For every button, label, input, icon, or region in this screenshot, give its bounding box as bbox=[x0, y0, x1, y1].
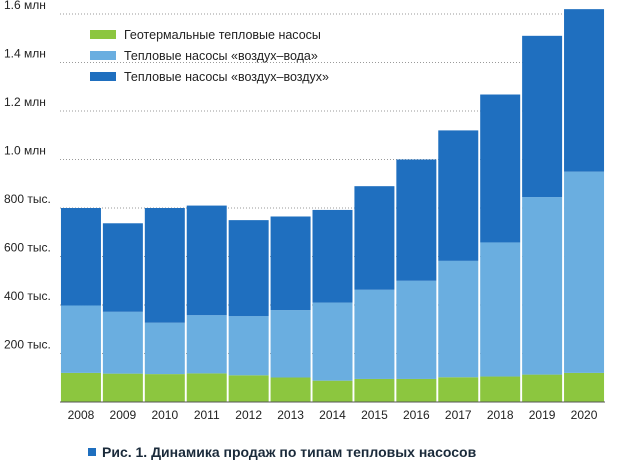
x-tick-label: 2010 bbox=[151, 408, 178, 422]
legend: Геотермальные тепловые насосы Тепловые н… bbox=[90, 24, 329, 87]
x-tick-label: 2013 bbox=[277, 408, 304, 422]
y-axis-labels: 200 тыс. 400 тыс. 600 тыс. 800 тыс. 1.0 млн 1… bbox=[4, 0, 51, 352]
bar-segment-2014-series-1 bbox=[312, 302, 353, 381]
bar-segment-2019-series-2 bbox=[522, 35, 563, 198]
bar-segment-2008-series-0 bbox=[60, 372, 101, 402]
bar-segment-2008-series-2 bbox=[60, 208, 101, 306]
y-tick-label: 400 тыс. bbox=[4, 289, 51, 303]
bar-segment-2015-series-2 bbox=[354, 186, 395, 290]
bar-segment-2020-series-2 bbox=[564, 9, 605, 172]
y-tick-label: 1.4 млн bbox=[4, 47, 46, 61]
bar-segment-2013-series-1 bbox=[270, 310, 311, 378]
legend-swatch-air-water bbox=[90, 51, 116, 60]
bar-segment-2011-series-2 bbox=[186, 205, 227, 316]
y-tick-label: 1.0 млн bbox=[4, 144, 46, 158]
x-tick-label: 2011 bbox=[194, 408, 220, 422]
bar-segment-2014-series-2 bbox=[312, 209, 353, 303]
x-axis-labels: 2008 2009 2010 2011 2012 2013 2014 2015 2016 2017… bbox=[68, 408, 598, 422]
bar-segment-2010-series-2 bbox=[144, 208, 185, 323]
legend-item-air-air: Тепловые насосы «воздух–воздух» bbox=[90, 66, 329, 87]
bar-segment-2017-series-2 bbox=[438, 130, 479, 261]
x-tick-label: 2015 bbox=[361, 408, 388, 422]
bar-segment-2016-series-2 bbox=[396, 159, 437, 281]
legend-label-air-air: Тепловые насосы «воздух–воздух» bbox=[124, 69, 329, 84]
bar-segment-2011-series-1 bbox=[186, 315, 227, 374]
legend-label-geothermal: Геотермальные тепловые насосы bbox=[124, 27, 321, 42]
figure-caption-text: Рис. 1. Динамика продаж по типам тепловы… bbox=[102, 444, 477, 460]
bar-segment-2016-series-1 bbox=[396, 280, 437, 379]
bar-segment-2018-series-2 bbox=[480, 94, 521, 243]
x-tick-label: 2014 bbox=[319, 408, 346, 422]
x-tick-label: 2016 bbox=[403, 408, 430, 422]
bar-segment-2017-series-1 bbox=[438, 260, 479, 378]
legend-label-air-water: Тепловые насосы «воздух–вода» bbox=[124, 48, 318, 63]
legend-item-geothermal: Геотермальные тепловые насосы bbox=[90, 24, 329, 45]
x-tick-label: 2019 bbox=[529, 408, 556, 422]
bar-segment-2017-series-0 bbox=[438, 377, 479, 402]
figure-caption: Рис. 1. Динамика продаж по типам тепловы… bbox=[88, 444, 476, 460]
bar-segment-2008-series-1 bbox=[60, 305, 101, 373]
bar-segment-2019-series-1 bbox=[522, 197, 563, 375]
legend-swatch-geothermal bbox=[90, 30, 116, 39]
y-tick-label: 800 тыс. bbox=[4, 192, 51, 206]
bar-segment-2012-series-0 bbox=[228, 375, 269, 402]
bar-segment-2018-series-0 bbox=[480, 376, 521, 402]
y-tick-label: 200 тыс. bbox=[4, 338, 51, 352]
bar-segment-2011-series-0 bbox=[186, 373, 227, 402]
bar-segment-2009-series-2 bbox=[102, 223, 143, 312]
bar-segment-2012-series-1 bbox=[228, 316, 269, 376]
y-tick-label: 1.6 млн bbox=[4, 0, 46, 12]
legend-swatch-air-air bbox=[90, 72, 116, 81]
bar-segment-2013-series-2 bbox=[270, 216, 311, 311]
x-tick-label: 2017 bbox=[445, 408, 472, 422]
bar-segment-2016-series-0 bbox=[396, 378, 437, 402]
bar-segment-2014-series-0 bbox=[312, 380, 353, 402]
bar-segment-2019-series-0 bbox=[522, 374, 563, 402]
bar-segment-2020-series-0 bbox=[564, 372, 605, 402]
sales-chart: 200 тыс. 400 тыс. 600 тыс. 800 тыс. 1.0 млн 1… bbox=[4, 0, 605, 422]
bar-segment-2015-series-1 bbox=[354, 289, 395, 379]
bar-segment-2009-series-0 bbox=[102, 373, 143, 402]
legend-item-air-water: Тепловые насосы «воздух–вода» bbox=[90, 45, 329, 66]
bar-segment-2010-series-0 bbox=[144, 374, 185, 402]
bar-segment-2013-series-0 bbox=[270, 377, 311, 402]
bar-segment-2020-series-1 bbox=[564, 171, 605, 373]
bar-segment-2010-series-1 bbox=[144, 322, 185, 375]
y-tick-label: 600 тыс. bbox=[4, 241, 51, 255]
bar-segment-2015-series-0 bbox=[354, 378, 395, 402]
x-tick-label: 2008 bbox=[68, 408, 95, 422]
x-tick-label: 2012 bbox=[235, 408, 262, 422]
bars bbox=[60, 9, 605, 402]
x-tick-label: 2018 bbox=[487, 408, 514, 422]
bar-segment-2012-series-2 bbox=[228, 220, 269, 317]
caption-marker-icon bbox=[88, 448, 96, 456]
bar-segment-2009-series-1 bbox=[102, 311, 143, 374]
bar-segment-2018-series-1 bbox=[480, 242, 521, 377]
x-tick-label: 2009 bbox=[110, 408, 137, 422]
y-tick-label: 1.2 млн bbox=[4, 95, 46, 109]
x-tick-label: 2020 bbox=[571, 408, 598, 422]
